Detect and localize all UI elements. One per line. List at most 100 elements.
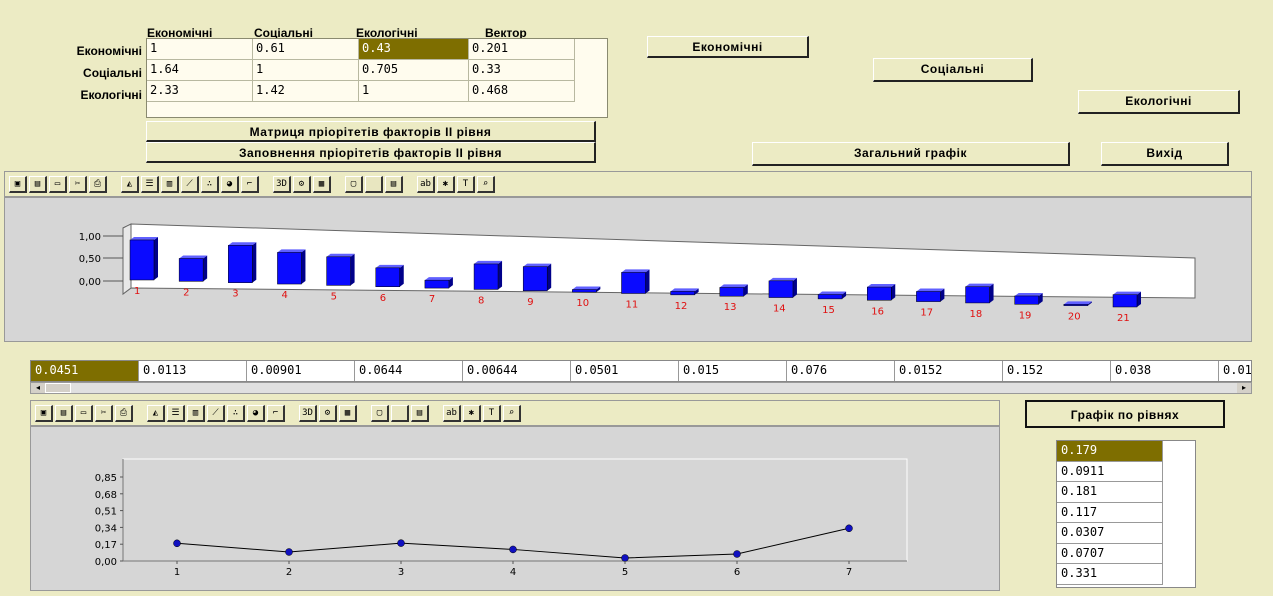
- bar: [326, 253, 355, 286]
- gallery-icon[interactable]: ▦: [339, 404, 357, 422]
- line-point: [733, 550, 741, 558]
- level-value-cell[interactable]: 0.117: [1057, 502, 1163, 523]
- pie-chart-icon[interactable]: ◕: [221, 175, 239, 193]
- vector-cell[interactable]: 0.076: [787, 361, 895, 381]
- matrix-cell[interactable]: 1: [147, 39, 253, 60]
- vector-cell[interactable]: 0.0644: [355, 361, 463, 381]
- vector-cell[interactable]: 0.012: [1219, 361, 1251, 381]
- bar-x-tick-label: 3: [232, 289, 238, 300]
- save-icon[interactable]: ▣: [35, 404, 53, 422]
- vector-cell[interactable]: 0.00901: [247, 361, 355, 381]
- 3d-icon[interactable]: 3D: [299, 404, 317, 422]
- tools-icon[interactable]: ✱: [463, 404, 481, 422]
- line-chart-icon[interactable]: ⟋: [207, 404, 225, 422]
- step-chart-icon[interactable]: ⌐: [267, 404, 285, 422]
- scatter-chart-icon[interactable]: ∴: [201, 175, 219, 193]
- pie-chart-icon[interactable]: ◕: [247, 404, 265, 422]
- horizontal-scrollbar[interactable]: ◂ ▸: [30, 382, 1252, 394]
- bar-chart-icon[interactable]: ▥: [187, 404, 205, 422]
- hbar-chart-icon[interactable]: ☰: [141, 175, 159, 193]
- print-icon[interactable]: ⎙: [89, 175, 107, 193]
- bar: [522, 263, 552, 292]
- priority-matrix-grid[interactable]: 1 0.61 0.43 0.201 1.64 1 0.705 0.33 2.33…: [146, 38, 608, 118]
- vector-cell[interactable]: 0.038: [1111, 361, 1219, 381]
- gallery-icon[interactable]: ▦: [313, 175, 331, 193]
- zoom-icon[interactable]: ⌕: [477, 175, 495, 193]
- fill-priorities-button[interactable]: Заповнення пріорітетів факторів ІІ рівня: [146, 142, 596, 163]
- grid-icon[interactable]: ▤: [411, 404, 429, 422]
- matrix-cell[interactable]: 1: [253, 60, 359, 81]
- line-y-tick-label: 0,34: [95, 523, 117, 534]
- title-icon[interactable]: T: [483, 404, 501, 422]
- open-icon[interactable]: ▤: [29, 175, 47, 193]
- matrix-cell[interactable]: 0.201: [469, 39, 575, 60]
- matrix-cell[interactable]: 0.61: [253, 39, 359, 60]
- scroll-thumb[interactable]: [45, 383, 71, 393]
- matrix-cell[interactable]: 2.33: [147, 81, 253, 102]
- bar: [719, 284, 748, 297]
- economic-button[interactable]: Економічні: [647, 36, 809, 58]
- vector-cell[interactable]: 0.0501: [571, 361, 679, 381]
- vector-cell[interactable]: 0.015: [679, 361, 787, 381]
- exit-button[interactable]: Вихід: [1101, 142, 1229, 166]
- print-icon[interactable]: ⎙: [115, 404, 133, 422]
- scroll-left-arrow[interactable]: ◂: [31, 383, 45, 393]
- ecological-button[interactable]: Екологічні: [1078, 90, 1240, 114]
- level-values-list[interactable]: 0.179 0.0911 0.181 0.117 0.0307 0.0707 0.331: [1056, 440, 1196, 588]
- matrix-cell[interactable]: 0.468: [469, 81, 575, 102]
- area-chart-icon[interactable]: ◭: [147, 404, 165, 422]
- cut-icon[interactable]: ✂: [69, 175, 87, 193]
- text-icon[interactable]: ab: [443, 404, 461, 422]
- blank-icon[interactable]: [391, 404, 409, 422]
- 3d-icon[interactable]: 3D: [273, 175, 291, 193]
- tools-icon[interactable]: ✱: [437, 175, 455, 193]
- bar-chart-icon[interactable]: ▥: [161, 175, 179, 193]
- social-button[interactable]: Соціальні: [873, 58, 1033, 82]
- vector-cell[interactable]: 0.152: [1003, 361, 1111, 381]
- open-icon[interactable]: ▤: [55, 404, 73, 422]
- vector-cell[interactable]: 0.0113: [139, 361, 247, 381]
- level-value-cell[interactable]: 0.331: [1057, 564, 1163, 585]
- blank-icon[interactable]: [365, 175, 383, 193]
- level-value-cell[interactable]: 0.0307: [1057, 523, 1163, 544]
- level-value-cell-selected[interactable]: 0.179: [1057, 441, 1163, 462]
- cut-icon[interactable]: ✂: [95, 404, 113, 422]
- matrix-cell[interactable]: 1.42: [253, 81, 359, 102]
- vector-cell[interactable]: 0.00644: [463, 361, 571, 381]
- copy-icon[interactable]: ▭: [75, 404, 93, 422]
- line-chart-icon[interactable]: ⟋: [181, 175, 199, 193]
- zoom-icon[interactable]: ⌕: [503, 404, 521, 422]
- matrix-cell[interactable]: 1.64: [147, 60, 253, 81]
- grid-icon[interactable]: ▤: [385, 175, 403, 193]
- level-value-cell[interactable]: 0.0911: [1057, 461, 1163, 482]
- level-chart-button[interactable]: Графік по рівнях: [1025, 400, 1225, 428]
- data-icon[interactable]: ▢: [345, 175, 363, 193]
- vector-cell-selected[interactable]: 0.0451: [31, 361, 139, 381]
- properties-icon[interactable]: ⚙: [293, 175, 311, 193]
- properties-icon[interactable]: ⚙: [319, 404, 337, 422]
- step-chart-icon[interactable]: ⌐: [241, 175, 259, 193]
- text-icon[interactable]: ab: [417, 175, 435, 193]
- hbar-chart-icon[interactable]: ☰: [167, 404, 185, 422]
- matrix-priorities-button[interactable]: Матриця пріорітетів факторів ІІ рівня: [146, 121, 596, 142]
- line-y-tick-label: 0,68: [95, 490, 117, 501]
- matrix-cell[interactable]: 1: [359, 81, 469, 102]
- data-icon[interactable]: ▢: [371, 404, 389, 422]
- scroll-right-arrow[interactable]: ▸: [1237, 383, 1251, 393]
- level-value-cell[interactable]: 0.181: [1057, 482, 1163, 503]
- matrix-cell[interactable]: 0.705: [359, 60, 469, 81]
- area-chart-icon[interactable]: ◭: [121, 175, 139, 193]
- bar-x-tick-label: 11: [626, 300, 639, 311]
- title-icon[interactable]: T: [457, 175, 475, 193]
- bar-x-tick-label: 4: [281, 290, 287, 301]
- general-chart-button[interactable]: Загальний графік: [752, 142, 1070, 166]
- vector-cell[interactable]: 0.0152: [895, 361, 1003, 381]
- copy-icon[interactable]: ▭: [49, 175, 67, 193]
- matrix-cell[interactable]: 0.33: [469, 60, 575, 81]
- bar-x-tick-label: 9: [527, 297, 533, 308]
- vector-values-strip[interactable]: 0.0451 0.0113 0.00901 0.0644 0.00644 0.0501 0.…: [30, 360, 1252, 382]
- save-icon[interactable]: ▣: [9, 175, 27, 193]
- matrix-cell-selected[interactable]: 0.43: [359, 39, 469, 60]
- scatter-chart-icon[interactable]: ∴: [227, 404, 245, 422]
- level-value-cell[interactable]: 0.0707: [1057, 543, 1163, 564]
